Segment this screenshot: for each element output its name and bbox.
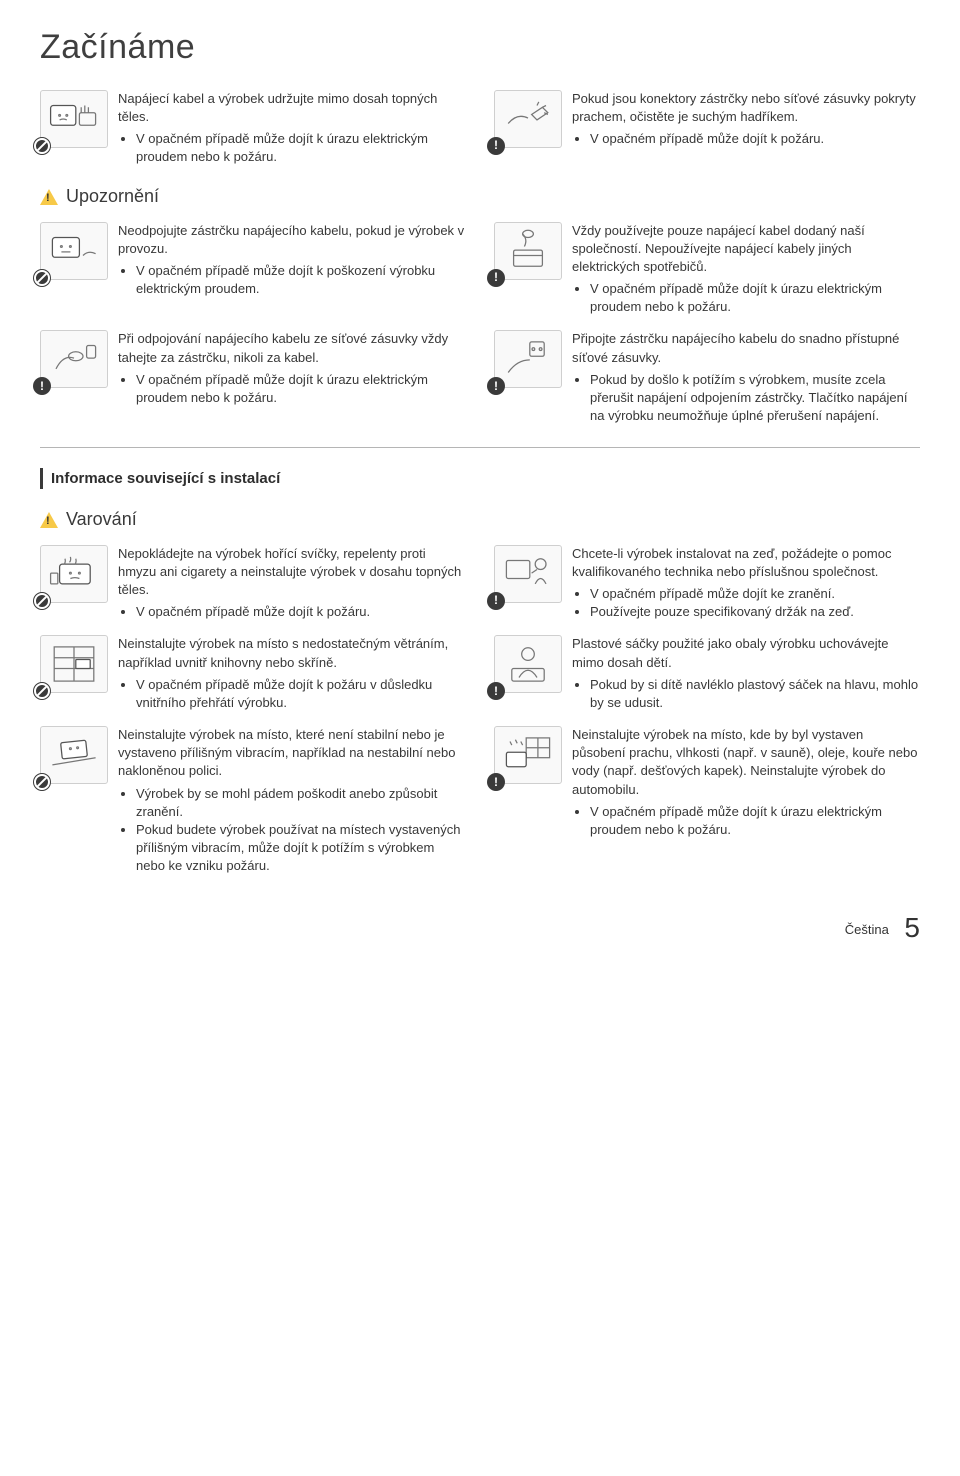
item-no-dust-moisture: Neinstalujte výrobek na místo, kde by by… bbox=[494, 726, 920, 876]
lead-text: Neinstalujte výrobek na místo, které nen… bbox=[118, 726, 466, 781]
caution-triangle-icon bbox=[40, 512, 58, 528]
lead-text: Nepokládejte na výrobek hořící svíčky, r… bbox=[118, 545, 466, 600]
warn-icon bbox=[487, 137, 505, 155]
section-label: Upozornění bbox=[66, 184, 159, 209]
bullet: V opačném případě může dojít k požáru. bbox=[590, 130, 920, 148]
varovani-row-2: Neinstalujte výrobek na místo, které nen… bbox=[40, 726, 920, 876]
warn-icon bbox=[487, 682, 505, 700]
lead-text: Připojte zástrčku napájecího kabelu do s… bbox=[572, 330, 920, 366]
footer-page-number: 5 bbox=[904, 912, 920, 943]
illustration-hand-plug bbox=[40, 330, 108, 388]
lead-text: Chcete-li výrobek instalovat na zeď, pož… bbox=[572, 545, 920, 581]
illustration-monitor-plug bbox=[40, 222, 108, 280]
varovani-row-0: Nepokládejte na výrobek hořící svíčky, r… bbox=[40, 545, 920, 622]
item-dust-clean: Pokud jsou konektory zástrčky nebo síťov… bbox=[494, 90, 920, 167]
prohibit-icon bbox=[33, 773, 51, 791]
section-varovani: Varování bbox=[40, 507, 920, 532]
illustration-clean-plug bbox=[494, 90, 562, 148]
bullet: Používejte pouze specifikovaný držák na … bbox=[590, 603, 920, 621]
bullet: V opačném případě může dojít k úrazu ele… bbox=[590, 803, 920, 839]
item-unplug-running: Neodpojujte zástrčku napájecího kabelu, … bbox=[40, 222, 466, 317]
bullet: V opačném případě může dojít k požáru v … bbox=[136, 676, 466, 712]
lead-text: Napájecí kabel a výrobek udržujte mimo d… bbox=[118, 90, 466, 126]
item-pull-plug: Při odpojování napájecího kabelu ze síťo… bbox=[40, 330, 466, 425]
warn-icon bbox=[487, 773, 505, 791]
item-no-enclosed: Neinstalujte výrobek na místo s nedostat… bbox=[40, 635, 466, 712]
bullet: V opačném případě může dojít k úrazu ele… bbox=[136, 371, 466, 407]
bullet: V opačném případě může dojít k úrazu ele… bbox=[136, 130, 466, 166]
item-no-candles: Nepokládejte na výrobek hořící svíčky, r… bbox=[40, 545, 466, 622]
upozorneni-row-1: Při odpojování napájecího kabelu ze síťo… bbox=[40, 330, 920, 425]
bullet: V opačném případě může dojít k poškození… bbox=[136, 262, 466, 298]
lead-text: Vždy používejte pouze napájecí kabel dod… bbox=[572, 222, 920, 277]
section-upozorneni: Upozornění bbox=[40, 184, 920, 209]
illustration-child-bag bbox=[494, 635, 562, 693]
illustration-candles-monitor bbox=[40, 545, 108, 603]
bullet: Pokud budete výrobek používat na místech… bbox=[136, 821, 466, 876]
illustration-outlet bbox=[494, 330, 562, 388]
bullet: Pokud by si dítě navléklo plastový sáček… bbox=[590, 676, 920, 712]
page-footer: Čeština 5 bbox=[40, 908, 920, 947]
prohibit-icon bbox=[33, 592, 51, 610]
top-row-0: Napájecí kabel a výrobek udržujte mimo d… bbox=[40, 90, 920, 167]
illustration-cable-box bbox=[494, 222, 562, 280]
prohibit-icon bbox=[33, 269, 51, 287]
illustration-window-rain bbox=[494, 726, 562, 784]
warn-icon bbox=[487, 592, 505, 610]
prohibit-icon bbox=[33, 682, 51, 700]
lead-text: Neinstalujte výrobek na místo s nedostat… bbox=[118, 635, 466, 671]
illustration-monitor-heater bbox=[40, 90, 108, 148]
lead-text: Pokud jsou konektory zástrčky nebo síťov… bbox=[572, 90, 920, 126]
item-wall-mount-tech: Chcete-li výrobek instalovat na zeď, pož… bbox=[494, 545, 920, 622]
lead-text: Neinstalujte výrobek na místo, kde by by… bbox=[572, 726, 920, 799]
warn-icon bbox=[487, 377, 505, 395]
varovani-row-1: Neinstalujte výrobek na místo s nedostat… bbox=[40, 635, 920, 712]
item-unstable: Neinstalujte výrobek na místo, které nen… bbox=[40, 726, 466, 876]
caution-triangle-icon bbox=[40, 189, 58, 205]
lead-text: Plastové sáčky použité jako obaly výrobk… bbox=[572, 635, 920, 671]
warn-icon bbox=[33, 377, 51, 395]
lead-text: Při odpojování napájecího kabelu ze síťo… bbox=[118, 330, 466, 366]
page-title: Začínáme bbox=[40, 24, 920, 72]
illustration-wall-install bbox=[494, 545, 562, 603]
bullet: Výrobek by se mohl pádem poškodit anebo … bbox=[136, 785, 466, 821]
divider bbox=[40, 447, 920, 448]
item-plastic-bags: Plastové sáčky použité jako obaly výrobk… bbox=[494, 635, 920, 712]
warn-icon bbox=[487, 269, 505, 287]
illustration-bookshelf bbox=[40, 635, 108, 693]
lead-text: Neodpojujte zástrčku napájecího kabelu, … bbox=[118, 222, 466, 258]
item-cable-heat: Napájecí kabel a výrobek udržujte mimo d… bbox=[40, 90, 466, 167]
upozorneni-row-0: Neodpojujte zástrčku napájecího kabelu, … bbox=[40, 222, 920, 317]
bullet: V opačném případě může dojít k požáru. bbox=[136, 603, 466, 621]
item-use-supplied-cable: Vždy používejte pouze napájecí kabel dod… bbox=[494, 222, 920, 317]
bullet: V opačném případě může dojít ke zranění. bbox=[590, 585, 920, 603]
illustration-unstable-shelf bbox=[40, 726, 108, 784]
install-section-title: Informace související s instalací bbox=[40, 468, 920, 489]
footer-language: Čeština bbox=[845, 922, 889, 937]
section-label: Varování bbox=[66, 507, 137, 532]
prohibit-icon bbox=[33, 137, 51, 155]
item-accessible-outlet: Připojte zástrčku napájecího kabelu do s… bbox=[494, 330, 920, 425]
bullet: Pokud by došlo k potížím s výrobkem, mus… bbox=[590, 371, 920, 426]
bullet: V opačném případě může dojít k úrazu ele… bbox=[590, 280, 920, 316]
